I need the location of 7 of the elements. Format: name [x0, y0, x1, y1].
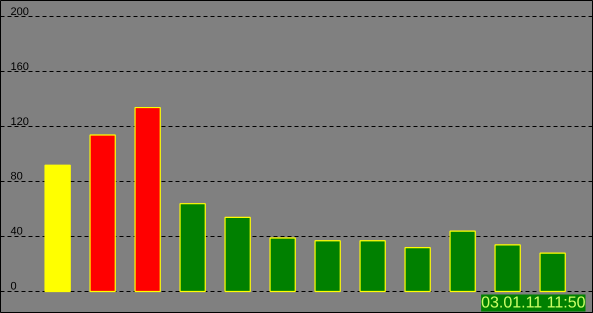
y-tick-label: 80 — [10, 170, 23, 183]
y-tick-label: 120 — [10, 116, 29, 128]
y-tick-label: 40 — [10, 226, 23, 238]
annotation: 03.01.11 11:50 — [481, 294, 586, 312]
y-tick-label: 200 — [10, 6, 29, 18]
y-tick-label: 0 — [10, 280, 17, 293]
y-tick-label: 160 — [10, 60, 29, 73]
